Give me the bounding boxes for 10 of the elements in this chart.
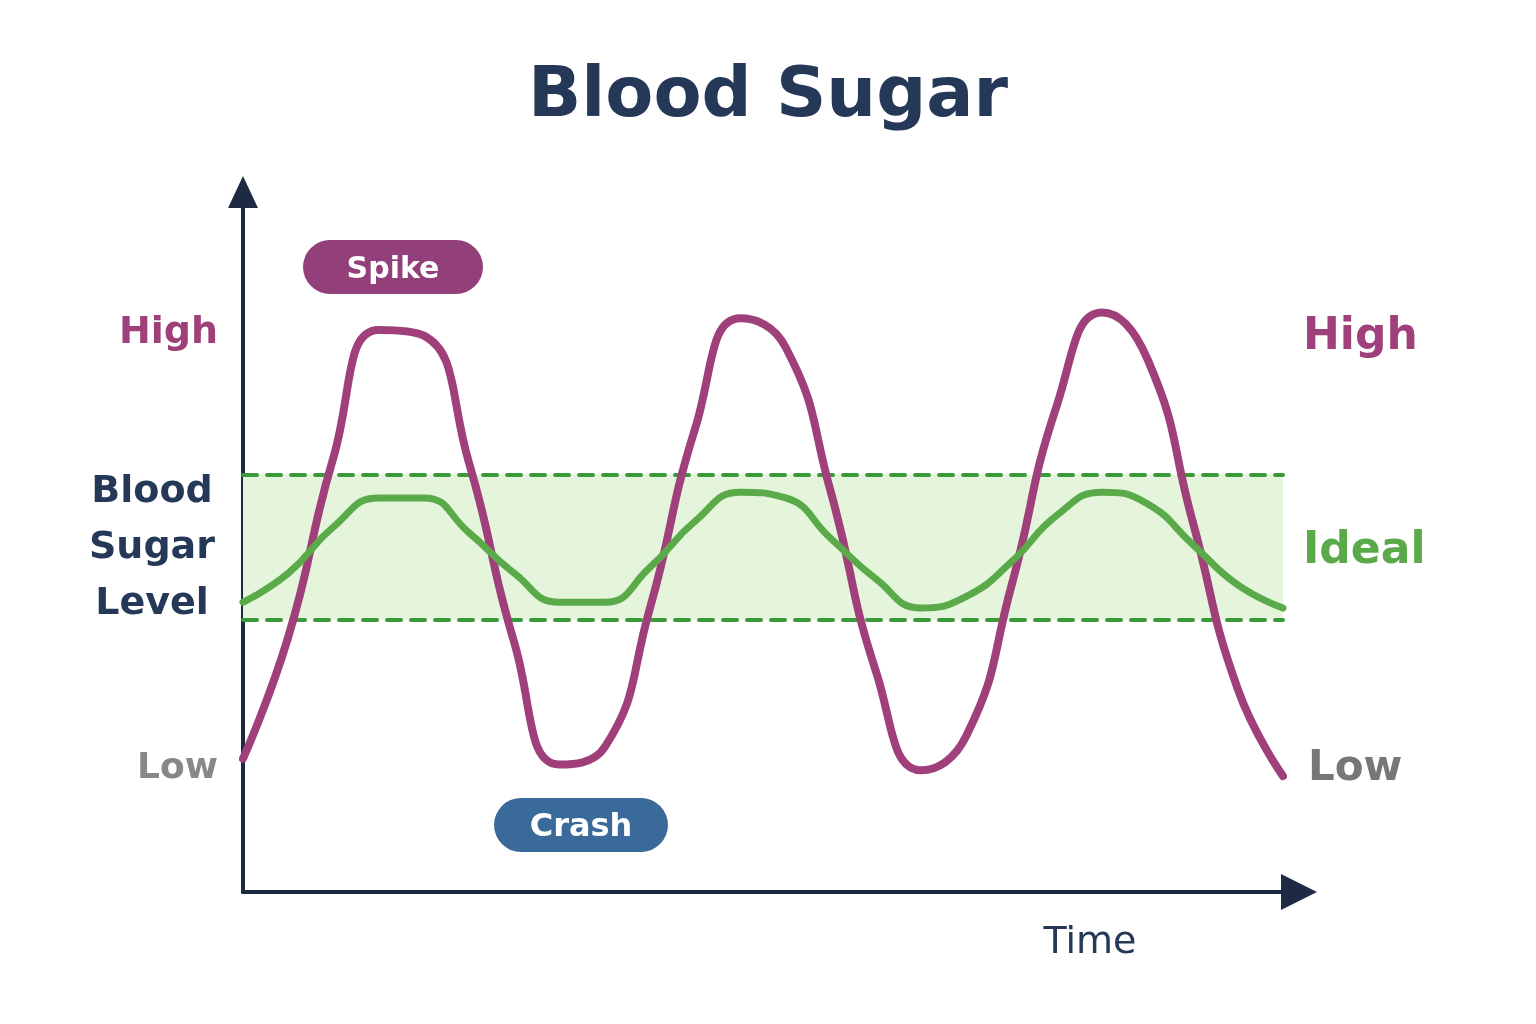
chart-title: Blood Sugar — [527, 51, 1009, 133]
text: Low — [1308, 740, 1403, 790]
y-axis-title: Blood Sugar Level — [88, 467, 216, 623]
text: Low — [137, 744, 218, 786]
band-label: Ideal — [1303, 521, 1426, 573]
text: Spike — [346, 249, 440, 285]
x-axis-title: Time — [1042, 918, 1137, 962]
text: High — [1303, 307, 1418, 359]
annotation: Crash — [529, 806, 633, 844]
text: High — [118, 308, 218, 352]
